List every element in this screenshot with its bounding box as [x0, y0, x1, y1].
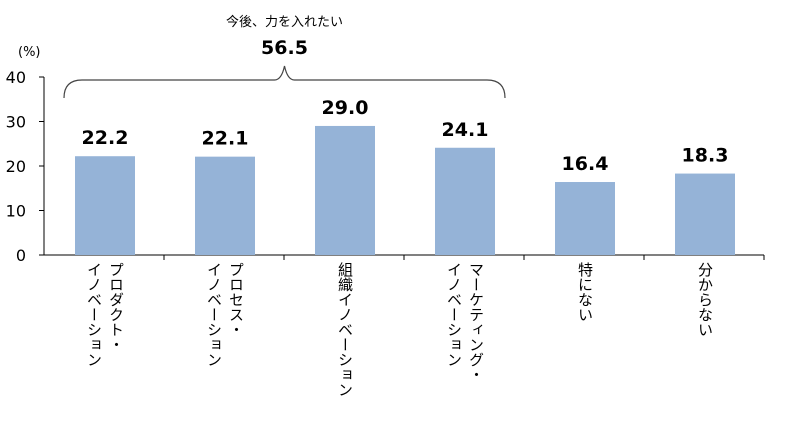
x-category-label: マーケティング・ イノベーション: [445, 262, 485, 382]
y-tick-label: 10: [6, 202, 26, 221]
x-category-label: 特にない: [576, 262, 594, 322]
bar: [75, 156, 135, 255]
bar: [195, 156, 255, 255]
y-tick-label: 20: [6, 157, 26, 176]
annotation-brace: [63, 65, 506, 99]
x-category-label: 組織イノベーション: [336, 262, 354, 397]
data-label: 22.2: [82, 127, 129, 149]
data-label: 16.4: [562, 153, 609, 175]
bar: [315, 125, 375, 255]
annotation-value: 56.5: [261, 37, 308, 59]
x-category-label: プロセス・ イノベーション: [205, 262, 245, 367]
bar: [675, 173, 735, 255]
y-tick-label: 0: [16, 246, 26, 265]
annotation-text: 今後、力を入れたい: [226, 14, 343, 30]
bar: [555, 182, 615, 255]
data-label: 18.3: [682, 145, 729, 167]
data-label: 22.1: [202, 128, 249, 150]
unit-label: (%): [18, 45, 41, 60]
bar: [435, 147, 495, 255]
x-category-label: プロダクト・ イノベーション: [85, 262, 125, 367]
y-tick-label: 30: [6, 113, 26, 132]
y-tick-label: 40: [6, 68, 26, 87]
x-category-label: 分からない: [696, 262, 714, 337]
data-label: 29.0: [322, 97, 369, 119]
data-label: 24.1: [442, 119, 489, 141]
